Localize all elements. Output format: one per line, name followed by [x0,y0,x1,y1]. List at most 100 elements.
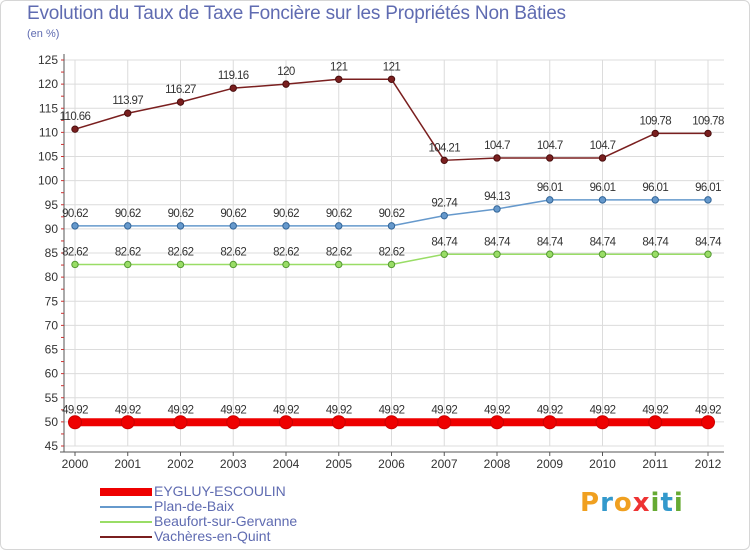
data-label: 109.78 [639,115,671,127]
data-point [124,109,132,117]
legend-swatch [100,520,152,523]
data-label: 49.92 [220,404,246,416]
data-label: 104.7 [537,140,563,152]
y-tick-label: 110 [39,125,58,139]
data-label: 82.62 [326,246,352,258]
data-label: 110.66 [60,111,91,123]
y-tick-label: 65 [45,343,59,357]
data-point [68,415,82,430]
data-point [229,222,237,230]
x-tick-label: 2001 [114,457,141,471]
data-label: 119.16 [218,70,249,82]
x-tick-label: 2005 [325,457,352,471]
data-label: 49.92 [642,404,668,416]
data-label: 120 [277,66,295,78]
data-label: 84.74 [590,236,617,248]
data-label: 90.62 [326,208,352,220]
data-label: 49.92 [168,404,194,416]
data-label: 90.62 [379,208,405,220]
data-label: 82.62 [168,246,194,258]
x-tick-label: 2010 [589,457,616,471]
data-label: 84.74 [431,236,458,248]
data-point [546,196,554,204]
y-tick-label: 90 [45,222,59,236]
chart-title: Evolution du Taux de Taxe Foncière sur l… [27,3,566,24]
data-point [387,222,396,230]
data-label: 90.62 [220,208,246,220]
data-point [120,415,135,430]
data-point [124,222,132,230]
legend-label: Beaufort-sur-Gervanne [154,513,298,529]
data-point [176,98,185,106]
x-tick-label: 2006 [378,457,405,471]
data-point [335,75,343,84]
legend-label: Vachères-en-Quint [154,528,271,544]
legend-label: EYGLUY-ESCOULIN [154,483,286,499]
data-point [229,260,237,269]
data-label: 49.92 [273,404,299,416]
data-point [335,260,343,269]
x-tick-label: 2000 [62,457,89,471]
data-point [651,250,659,258]
legend-item: EYGLUY-ESCOULIN [100,484,297,499]
data-point [440,250,448,258]
x-tick-label: 2003 [220,457,247,471]
y-tick-label: 100 [38,174,58,188]
data-point [598,196,607,204]
data-point [542,415,557,430]
data-label: 49.92 [326,404,352,416]
data-point [335,222,343,230]
data-label: 82.62 [115,246,141,258]
data-point [648,415,663,430]
x-tick-label: 2012 [695,457,722,471]
data-label: 84.74 [642,236,669,248]
data-point [595,415,610,430]
data-point [493,205,501,213]
data-label: 84.74 [695,236,722,248]
data-label: 82.62 [273,246,299,258]
data-point [71,222,79,230]
data-label: 82.62 [220,246,246,258]
legend-swatch [100,505,152,508]
data-point [124,260,132,269]
data-label: 96.01 [537,182,563,194]
data-point [701,415,715,430]
logo-letter: x [632,488,651,518]
data-label: 116.27 [165,84,196,96]
data-label: 49.92 [115,404,141,416]
data-label: 121 [330,61,348,73]
y-tick-label: 105 [38,150,58,164]
data-point [493,250,501,258]
data-label: 96.01 [590,182,616,194]
logo-letter: P [580,488,601,518]
data-label: 104.21 [428,142,460,154]
data-label: 82.62 [379,246,405,258]
data-label: 84.74 [537,236,564,248]
x-tick-label: 2011 [642,457,668,471]
data-label: 90.62 [168,208,194,220]
data-label: 49.92 [695,404,721,416]
legend-swatch [100,487,152,496]
data-point [229,84,237,92]
data-point [490,415,504,430]
y-tick-label: 85 [45,246,59,260]
data-point [331,415,346,430]
data-label: 96.01 [695,182,721,194]
legend-swatch [100,535,152,538]
data-point [387,75,396,84]
data-point [71,260,79,269]
data-label: 90.62 [115,208,141,220]
chart-subtitle: (en %) [27,28,60,40]
data-label: 109.78 [692,115,724,127]
y-tick-label: 75 [45,294,59,308]
logo-letter: r [600,488,614,518]
data-label: 49.92 [484,404,510,416]
legend-item: Plan-de-Baix [100,499,297,514]
data-point [598,154,607,162]
legend-item: Vachères-en-Quint [100,529,297,544]
data-point [173,415,188,430]
data-label: 82.62 [62,246,88,258]
data-point [282,260,290,269]
